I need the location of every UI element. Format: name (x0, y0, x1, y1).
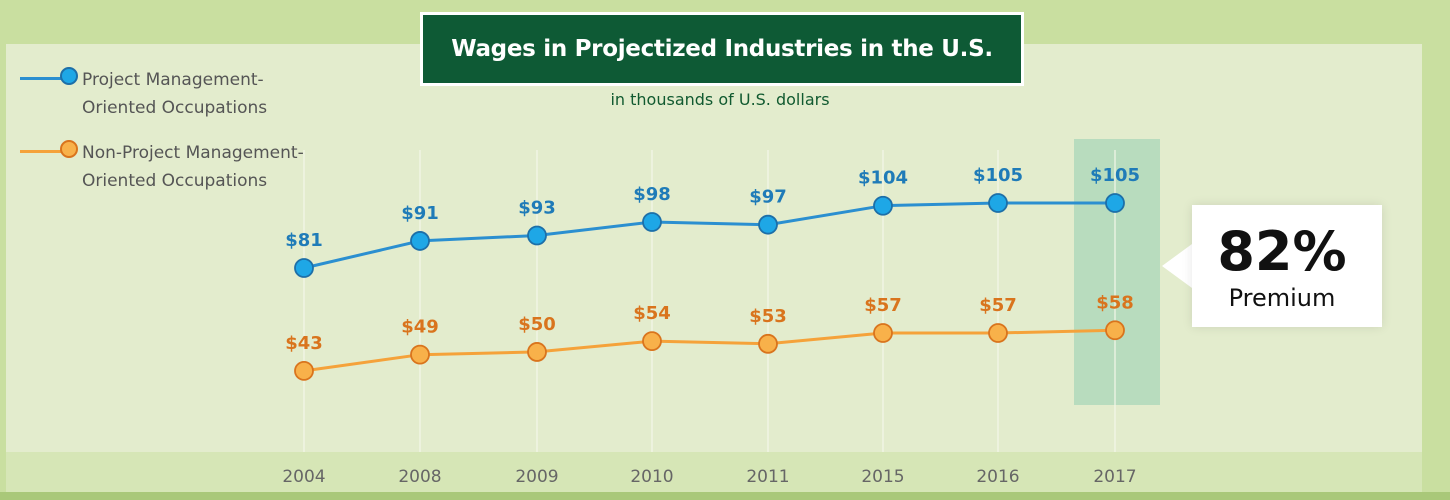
data-label-nonpm-2017: $58 (1096, 292, 1134, 313)
point-nonpm-2017 (1105, 320, 1125, 341)
legend-label-pm: Project Management- Oriented Occupations (82, 66, 382, 122)
point-pm-2009 (527, 225, 547, 246)
point-pm-2017 (1105, 193, 1125, 213)
data-label-pm-2017: $105 (1090, 165, 1140, 186)
point-pm-2011 (758, 214, 778, 235)
data-label-pm-2009: $93 (518, 198, 556, 219)
chart-title-box: Wages in Projectized Industries in the U… (420, 12, 1024, 86)
x-tick-label-2017: 2017 (1093, 467, 1136, 487)
point-nonpm-2011 (758, 333, 778, 354)
x-tick-label-2009: 2009 (515, 467, 558, 487)
series-line-pm (303, 201, 1115, 270)
legend-line-nonpm (20, 150, 72, 153)
data-label-nonpm-2011: $53 (749, 306, 787, 327)
x-tick-label-2004: 2004 (282, 467, 325, 487)
x-tick-label-2015: 2015 (861, 467, 904, 487)
legend-label-pm-line1: Project Management- (82, 70, 264, 90)
legend-label-pm-line2: Oriented Occupations (82, 98, 268, 118)
point-nonpm-2016 (988, 323, 1008, 343)
legend-swatch-nonpm (20, 139, 82, 163)
data-label-nonpm-2009: $50 (518, 314, 556, 335)
point-nonpm-2010 (642, 331, 662, 352)
chart-subtitle: in thousands of U.S. dollars (610, 90, 830, 109)
legend-label-nonpm: Non-Project Management- Oriented Occupat… (82, 139, 382, 195)
bottom-border (0, 492, 1450, 500)
data-label-pm-2015: $104 (858, 168, 908, 189)
data-label-pm-2016: $105 (973, 165, 1023, 186)
legend-item-nonpm: Non-Project Management- Oriented Occupat… (20, 139, 382, 195)
point-pm-2004 (294, 258, 314, 278)
x-tick-label-2016: 2016 (976, 467, 1019, 487)
data-label-pm-2008: $91 (401, 203, 439, 224)
x-tick-label-2008: 2008 (398, 467, 441, 487)
premium-label: Premium (1228, 284, 1336, 312)
x-tick-label-2011: 2011 (746, 467, 789, 487)
point-pm-2015 (873, 195, 893, 216)
point-nonpm-2004 (294, 361, 314, 381)
point-pm-2016 (988, 193, 1008, 213)
point-nonpm-2015 (873, 323, 893, 343)
data-label-pm-2004: $81 (285, 230, 323, 251)
legend-label-nonpm-line2: Oriented Occupations (82, 171, 268, 191)
point-pm-2010 (642, 212, 662, 232)
point-nonpm-2009 (527, 342, 547, 362)
premium-callout-arrow (1162, 244, 1192, 288)
point-pm-2008 (410, 231, 430, 251)
data-label-nonpm-2010: $54 (633, 303, 671, 324)
data-label-nonpm-2004: $43 (285, 333, 323, 354)
data-label-nonpm-2016: $57 (979, 295, 1017, 316)
data-label-nonpm-2015: $57 (864, 295, 902, 316)
data-label-nonpm-2008: $49 (401, 317, 439, 338)
x-axis-band (6, 452, 1422, 492)
legend-item-pm: Project Management- Oriented Occupations (20, 66, 382, 122)
premium-value: 82% (1217, 220, 1347, 283)
highlight-2017-column (1074, 139, 1160, 405)
legend-dot-pm (60, 67, 78, 85)
chart-title: Wages in Projectized Industries in the U… (451, 36, 993, 62)
point-nonpm-2008 (410, 344, 430, 365)
legend-dot-nonpm (60, 140, 78, 158)
series-line-nonpm (303, 328, 1116, 373)
data-label-pm-2011: $97 (749, 187, 787, 208)
legend-label-nonpm-line1: Non-Project Management- (82, 143, 304, 163)
data-label-pm-2010: $98 (633, 184, 671, 205)
legend-swatch-pm (20, 66, 82, 90)
legend-line-pm (20, 77, 72, 80)
x-tick-label-2010: 2010 (630, 467, 673, 487)
premium-callout (1192, 205, 1382, 327)
